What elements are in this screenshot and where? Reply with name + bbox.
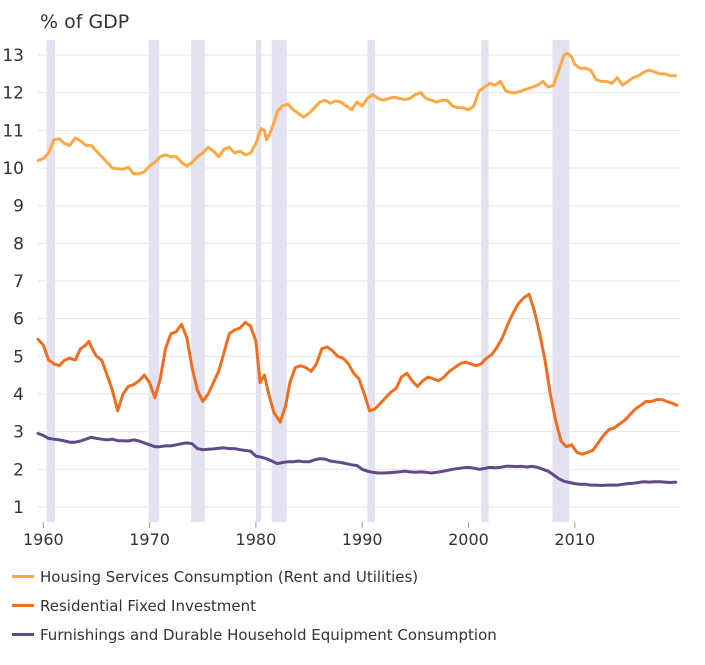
x-tick-labels: 1960 1970 1980 1990 2000 2010 bbox=[23, 522, 595, 549]
legend-label: Residential Fixed Investment bbox=[40, 596, 256, 615]
y-tick-label: 12 bbox=[2, 84, 24, 104]
y-tick-label: 1 bbox=[13, 498, 24, 518]
legend-swatch bbox=[12, 633, 34, 636]
y-axis-label: % of GDP bbox=[40, 11, 130, 33]
x-tick-label: 1970 bbox=[129, 530, 170, 549]
legend-label: Housing Services Consumption (Rent and U… bbox=[40, 567, 419, 586]
legend-item-0: Housing Services Consumption (Rent and U… bbox=[12, 562, 497, 591]
y-tick-label: 6 bbox=[13, 310, 24, 330]
y-tick-label: 5 bbox=[13, 347, 24, 367]
legend-swatch bbox=[12, 575, 34, 578]
series-lines bbox=[36, 51, 679, 487]
y-tick-label: 10 bbox=[2, 159, 24, 179]
x-tick-label: 2010 bbox=[554, 530, 595, 549]
legend-label: Furnishings and Durable Household Equipm… bbox=[40, 625, 497, 644]
y-tick-label: 11 bbox=[2, 121, 24, 141]
y-tick-label: 3 bbox=[13, 423, 24, 443]
series-line-2 bbox=[36, 432, 678, 487]
x-tick-label: 1990 bbox=[342, 530, 383, 549]
y-tick-label: 4 bbox=[13, 385, 24, 405]
grid-lines bbox=[38, 54, 680, 508]
x-tick-label: 1960 bbox=[23, 530, 64, 549]
y-tick-label: 9 bbox=[13, 197, 24, 217]
series-line-0 bbox=[36, 51, 678, 176]
x-tick-label: 1980 bbox=[236, 530, 277, 549]
y-tick-label: 13 bbox=[2, 46, 24, 66]
x-tick-label: 2000 bbox=[448, 530, 489, 549]
y-tick-label: 7 bbox=[13, 272, 24, 292]
series-line-1 bbox=[36, 292, 679, 456]
legend-item-1: Residential Fixed Investment bbox=[12, 591, 497, 620]
y-tick-label: 8 bbox=[13, 234, 24, 254]
legend-item-2: Furnishings and Durable Household Equipm… bbox=[12, 620, 497, 649]
legend-swatch bbox=[12, 604, 34, 607]
y-tick-label: 2 bbox=[13, 460, 24, 480]
legend: Housing Services Consumption (Rent and U… bbox=[12, 562, 497, 649]
